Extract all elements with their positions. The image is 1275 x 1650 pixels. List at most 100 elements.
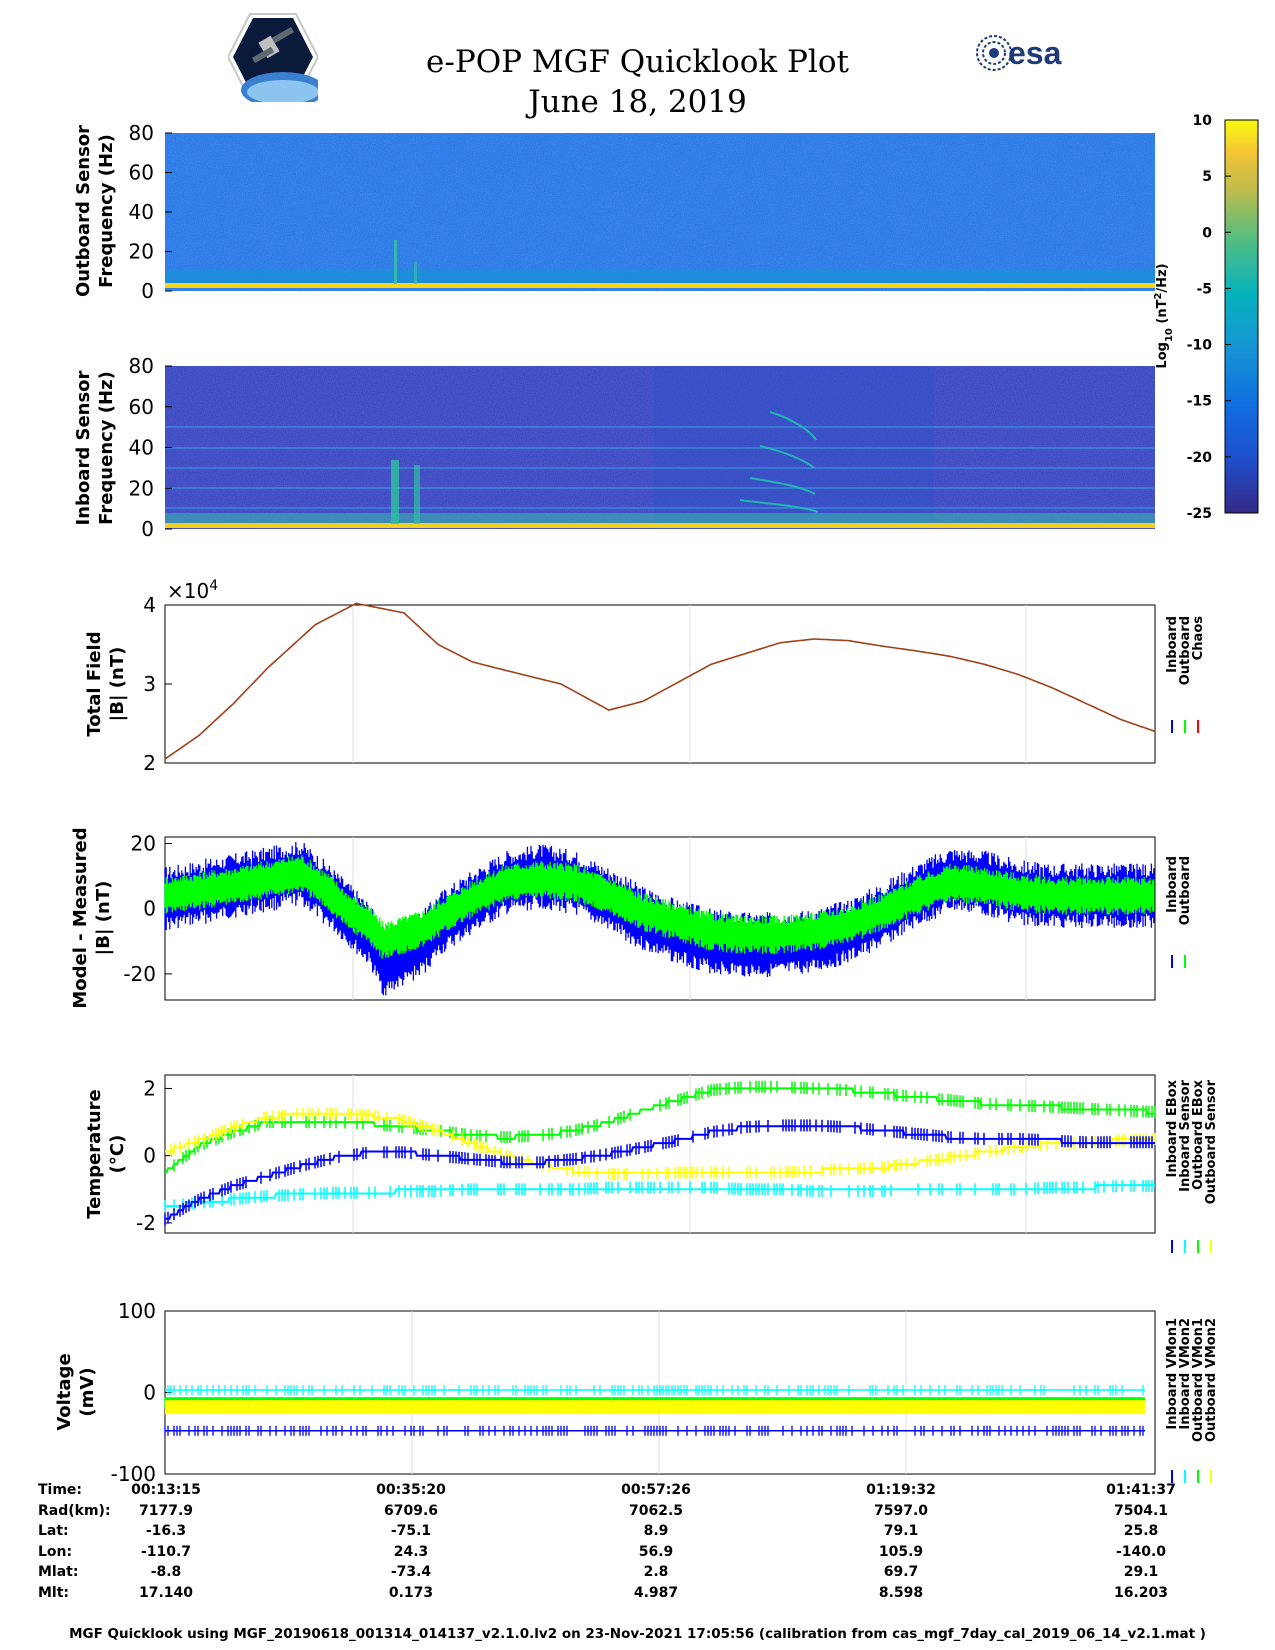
orbit-value-1-2: -75.1	[390, 1523, 432, 1539]
outboard-ylabel-2: Frequency (Hz)	[96, 134, 117, 288]
orbit-label-3: Lon:	[38, 1543, 73, 1560]
temperature-legend-label-1: Inboard Sensor	[1178, 1079, 1193, 1191]
model-measured-panel: 20 0 -20 Model - Measured |B| (nT) Inboard…	[70, 827, 1193, 1008]
temperature-ytick-label-1: 0	[143, 1144, 156, 1168]
colorbar-tick-label-0: 10	[1193, 113, 1213, 129]
voltage-ytick-label-0: 100	[118, 1299, 156, 1323]
voltage-ytick-label-1: 0	[143, 1381, 156, 1405]
outboard-ytick-label-0: 80	[129, 121, 154, 145]
colorbar-label: Log10 (nT2/Hz)	[1153, 263, 1175, 368]
colorbar-ticks: 10 5 0 -5 -10 -15 -20 -25	[1187, 113, 1231, 522]
voltage-series	[164, 1385, 1145, 1436]
orbit-value-0-2: -16.3	[145, 1523, 187, 1539]
outboard-ytick-label-2: 40	[129, 200, 154, 224]
temperature-series	[164, 1080, 1156, 1226]
voltage-panel: 100 0 -100 Voltage (mV) Inboard VMon1Inboa…	[54, 1299, 1219, 1486]
orbit-value-4-0: 01:41:37	[1106, 1482, 1176, 1498]
outboard-ytick-label-3: 20	[129, 240, 154, 264]
colorbar-tick-label-3: -5	[1196, 281, 1212, 297]
colorbar-tick-label-7: -25	[1187, 506, 1212, 522]
inboard-ytick-label-0: 80	[129, 354, 154, 378]
orbit-label-2: Lat:	[38, 1523, 69, 1539]
temperature-ylabel-2: (°C)	[107, 1135, 128, 1174]
voltage-ytick-label-2: -100	[111, 1462, 156, 1486]
model-measured-legend-label-1: Outboard	[1178, 856, 1193, 925]
outboard-burst-1	[394, 240, 397, 284]
orbit-value-1-4: -73.4	[390, 1564, 432, 1580]
inboard-ylabel-2: Frequency (Hz)	[96, 371, 117, 525]
temperature-ylabel-1: Temperature	[84, 1089, 105, 1218]
outboard-dc-band	[165, 283, 1155, 288]
orbit-value-1-1: 6709.6	[383, 1502, 439, 1519]
model-measured-ylabel-1: Model - Measured	[70, 827, 91, 1008]
total-field-line	[164, 602, 1156, 760]
total-field-panel: 4 3 2 ×104 Total Field |B| (nT) InboardOut…	[84, 578, 1206, 775]
model-measured-legend-label-0: Inboard	[1165, 856, 1180, 913]
plot-date: June 18, 2019	[528, 84, 747, 120]
model-measured-ytick-label-0: 20	[131, 832, 156, 856]
orbit-value-3-0: 01:19:32	[866, 1482, 936, 1498]
orbit-value-3-5: 8.598	[878, 1584, 924, 1601]
orbit-value-3-2: 79.1	[883, 1523, 919, 1539]
esa-logo-text: esa	[1008, 35, 1062, 71]
outboard-ytick-label-1: 60	[129, 161, 154, 185]
temperature-spikes-inboard-ebox	[164, 1119, 1153, 1226]
outboard-ylabel-1: Outboard Sensor	[73, 125, 94, 297]
inboard-burst-2	[414, 465, 420, 524]
total-field-legend-label-0: Inboard	[1165, 616, 1180, 673]
outboard-spectrogram-panel: Outboard Sensor Frequency (Hz) 80 60 40 20 0	[73, 121, 1155, 303]
orbit-value-1-5: 0.173	[388, 1584, 434, 1601]
temperature-legend-label-2: Outboard EBox	[1191, 1079, 1206, 1189]
model-measured-ylabel-2: |B| (nT)	[93, 881, 114, 956]
temperature-axes	[164, 1074, 1156, 1234]
orbit-value-0-1: 7177.9	[138, 1502, 194, 1519]
total-field-ytick-label-2: 2	[143, 751, 156, 775]
inboard-spectrogram-panel: Inboard Sensor Frequency (Hz) 80 60 40 20 0	[73, 354, 1155, 541]
colorbar-tick-label-1: 5	[1202, 169, 1212, 185]
outboard-yticks: 80 60 40 20 0	[129, 121, 172, 303]
orbit-label-1: Rad(km):	[38, 1502, 111, 1519]
temperature-legend-label-0: Inboard EBox	[1165, 1079, 1180, 1177]
model-measured-ytick-label-1: 0	[143, 897, 156, 921]
orbit-value-3-4: 69.7	[883, 1564, 919, 1580]
temperature-yticks: 2 0 -2	[136, 1076, 172, 1235]
inboard-ytick-label-2: 40	[129, 436, 154, 460]
temperature-grid	[352, 1075, 1027, 1233]
orbit-value-3-3: 105.9	[878, 1543, 924, 1560]
inboard-ylabel-1: Inboard Sensor	[73, 370, 94, 525]
total-field-ylabel-2: |B| (nT)	[107, 647, 128, 722]
total-field-legend-label-1: Outboard	[1178, 616, 1193, 685]
inboard-whistler-traces	[739, 411, 819, 513]
voltage-legend-label-1: Inboard VMon2	[1178, 1318, 1193, 1430]
colorbar-tick-label-4: -10	[1187, 338, 1213, 354]
colorbar-tick-label-6: -20	[1187, 450, 1213, 466]
temperature-legend-label-3: Outboard Sensor	[1204, 1079, 1219, 1204]
total-field-axes	[164, 604, 1156, 764]
orbit-label-4: Mlat:	[38, 1564, 79, 1580]
orbit-value-4-1: 7504.1	[1113, 1502, 1169, 1519]
orbit-value-3-1: 7597.0	[873, 1502, 929, 1519]
temperature-panel: 2 0 -2 Temperature (°C) Inboard EBoxInboar…	[84, 1074, 1219, 1253]
orbit-value-1-3: 24.3	[393, 1543, 429, 1560]
orbit-value-2-2: 8.9	[643, 1523, 669, 1539]
total-field-ylabel-1: Total Field	[84, 631, 105, 736]
inboard-yticks: 80 60 40 20 0	[129, 354, 172, 541]
total-field-grid	[352, 605, 1027, 763]
temperature-ytick-label-0: 2	[143, 1076, 156, 1100]
orbit-value-2-3: 56.9	[638, 1543, 674, 1560]
orbit-value-0-5: 17.140	[138, 1584, 194, 1601]
inboard-low-freq-band	[165, 513, 1155, 523]
total-field-ytick-label-1: 3	[143, 672, 156, 696]
outboard-ytick-label-4: 0	[141, 279, 154, 303]
orbit-value-2-0: 00:57:26	[621, 1482, 691, 1498]
inboard-burst-1	[391, 460, 399, 524]
orbit-value-4-2: 25.8	[1123, 1523, 1159, 1539]
total-field-yticks: 4 3 2	[143, 593, 172, 775]
cassiope-logo	[228, 13, 318, 102]
orbit-value-0-0: 00:13:15	[131, 1482, 201, 1498]
